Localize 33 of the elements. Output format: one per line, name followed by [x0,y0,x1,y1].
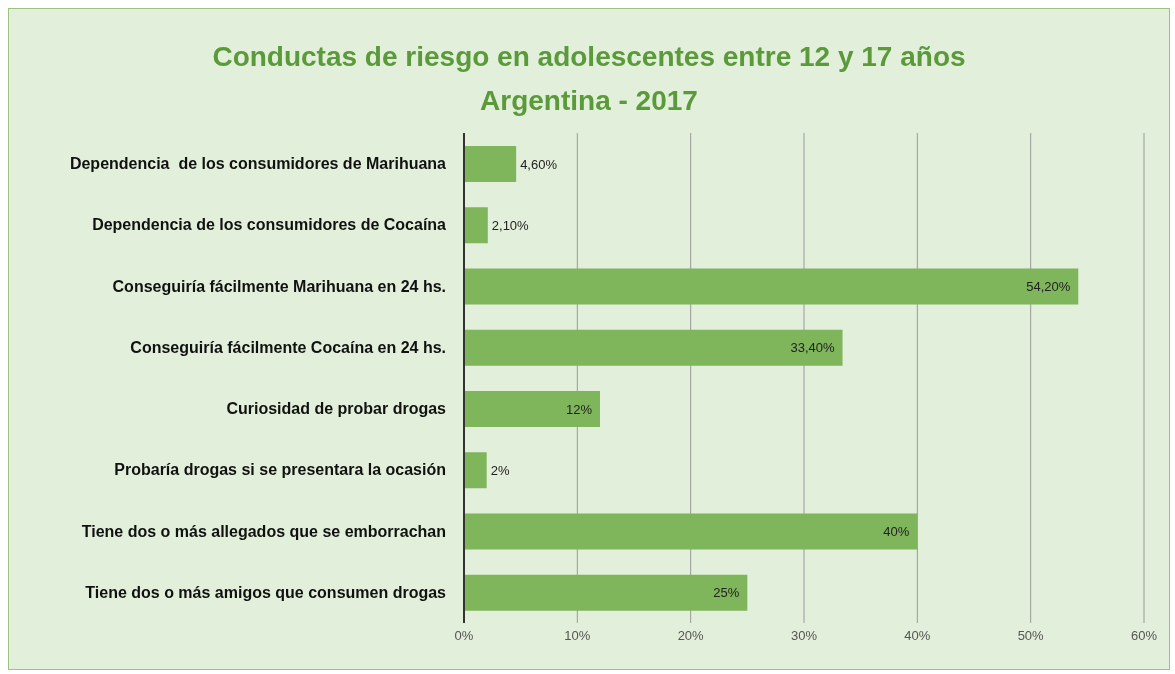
bar [464,207,488,244]
x-tick-label: 0% [454,628,474,644]
x-tick-label: 50% [1017,628,1045,644]
x-tick-label: 10% [564,628,591,644]
data-label: 40% [883,524,910,540]
bar [464,574,748,611]
y-tick-label: Conseguiría fácilmente Cocaína en 24 hs. [130,338,446,356]
y-tick-label: Dependencia de los consumidores de Cocaína [92,216,447,234]
data-label: 54,20% [1026,279,1071,295]
data-label: 4,60% [520,156,558,172]
data-label: 2,10% [491,217,530,233]
y-tick-label: Conseguiría fácilmente Marihuana en 24 hs. [112,277,446,295]
chart-subtitle: Argentina - 2017 [479,84,699,118]
bar [464,391,600,427]
x-tick-label: 20% [677,628,705,644]
bar [464,146,517,182]
data-label: 12% [565,401,593,417]
data-label: 33,40% [790,340,835,356]
data-label: 2% [490,462,510,478]
bar [464,513,918,550]
y-tick-label: Probaría drogas si se presentara la ocasión [114,461,446,479]
x-tick-label: 40% [904,628,931,644]
x-tick-label: 60% [1130,628,1158,644]
bar [464,329,843,366]
y-tick-label: Tiene dos o más allegados que se emborrachan [81,522,446,540]
data-label: 25% [713,585,740,601]
y-tick-label: Curiosidad de probar drogas [226,400,447,418]
bar [464,268,1079,305]
bar [464,452,487,489]
y-tick-label: Tiene dos o más amigos que consumen drogas [85,583,447,601]
y-tick-label: Dependencia de los consumidores de Marihuana [69,155,447,173]
chart-title: Conductas de riesgo en adolescentes entre 12 y 17 años [211,40,967,74]
x-tick-label: 30% [790,628,818,644]
